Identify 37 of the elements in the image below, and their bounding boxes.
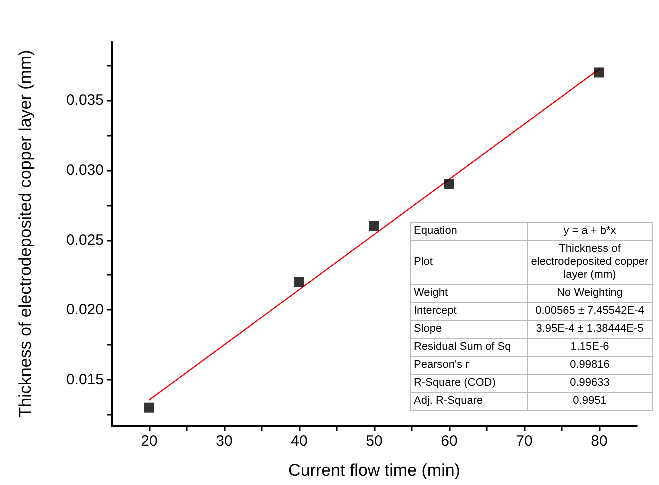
annotation: Residual Sum of Sq	[410, 338, 528, 356]
annotation: y = a + b*x	[528, 222, 652, 240]
y-tick-label: 0.035	[66, 92, 104, 110]
annotation: No Weighting	[528, 284, 652, 302]
annotation: Plot	[410, 240, 528, 284]
y-tick-label: 0.025	[66, 232, 104, 249]
x-tick-label: 20	[141, 433, 158, 450]
x-tick-label: 80	[591, 433, 608, 450]
y-tick-label: 0.030	[66, 162, 104, 179]
y-tick-label: 0.020	[66, 302, 104, 319]
annotation: 0.99633	[528, 374, 652, 392]
point	[444, 179, 454, 190]
annotation: Thickness of electrodeposited copper layer (mm)	[528, 240, 652, 284]
annotation: 0.9951	[528, 392, 652, 410]
x-tick-label: 70	[516, 433, 533, 450]
point	[294, 277, 304, 288]
annotation: Slope	[410, 320, 528, 338]
point	[144, 402, 154, 413]
annotation: 3.95E-4 ± 1.38444E-5	[528, 320, 652, 338]
y-tick-label: 0.015	[66, 371, 104, 388]
annotation: 0.99816	[528, 356, 652, 374]
annotation: Pearson's r	[410, 356, 528, 374]
annotation: 0.00565 ± 7.45542E-4	[528, 302, 652, 320]
y-axis-title: Thickness of electrodeposited copper layer (mm)	[16, 50, 35, 418]
point	[594, 68, 604, 78]
point	[370, 221, 380, 232]
x-axis-title: Current flow time (min)	[288, 461, 460, 480]
annotation: Equation	[410, 222, 528, 240]
x-tick-label: 50	[366, 433, 383, 450]
annotation: R-Square (COD)	[410, 374, 528, 392]
annotation: 1.15E-6	[528, 338, 652, 356]
annotation: Intercept	[410, 302, 528, 320]
x-tick-label: 30	[216, 433, 233, 450]
x-tick-label: 40	[291, 433, 308, 450]
annotation: Weight	[410, 284, 528, 302]
annotation: Adj. R-Square	[410, 392, 528, 410]
x-tick-label: 60	[441, 433, 458, 450]
